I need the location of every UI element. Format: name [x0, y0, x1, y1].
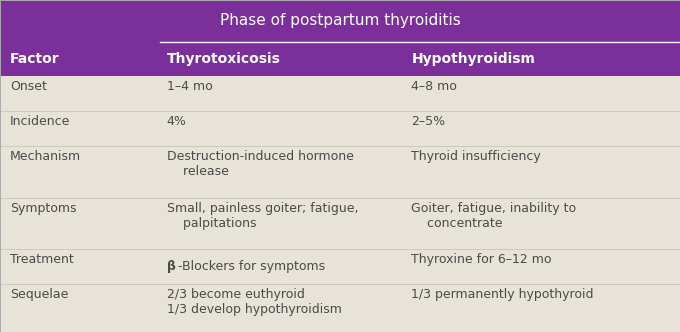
Text: Goiter, fatigue, inability to
    concentrate: Goiter, fatigue, inability to concentrat…	[411, 202, 577, 229]
Text: Factor: Factor	[10, 52, 60, 66]
Text: 1–4 mo: 1–4 mo	[167, 80, 212, 93]
Text: 4%: 4%	[167, 115, 186, 128]
Text: -Blockers for symptoms: -Blockers for symptoms	[178, 260, 325, 273]
Text: β: β	[167, 260, 175, 273]
FancyBboxPatch shape	[0, 0, 680, 42]
Text: Thyrotoxicosis: Thyrotoxicosis	[167, 52, 280, 66]
FancyBboxPatch shape	[0, 76, 680, 111]
Text: Destruction-induced hormone
    release: Destruction-induced hormone release	[167, 150, 354, 178]
Text: Symptoms: Symptoms	[10, 202, 77, 214]
Text: Small, painless goiter; fatigue,
    palpitations: Small, painless goiter; fatigue, palpita…	[167, 202, 358, 229]
Text: 4–8 mo: 4–8 mo	[411, 80, 457, 93]
Text: Sequelae: Sequelae	[10, 288, 69, 301]
Text: Mechanism: Mechanism	[10, 150, 82, 163]
FancyBboxPatch shape	[0, 111, 680, 146]
Text: Incidence: Incidence	[10, 115, 71, 128]
Text: Treatment: Treatment	[10, 253, 74, 266]
Text: 2/3 become euthyroid
1/3 develop hypothyroidism: 2/3 become euthyroid 1/3 develop hypothy…	[167, 288, 341, 316]
Text: Phase of postpartum thyroiditis: Phase of postpartum thyroiditis	[220, 13, 460, 28]
FancyBboxPatch shape	[0, 198, 680, 249]
Text: 1/3 permanently hypothyroid: 1/3 permanently hypothyroid	[411, 288, 594, 301]
Text: Onset: Onset	[10, 80, 47, 93]
FancyBboxPatch shape	[0, 284, 680, 332]
Text: 2–5%: 2–5%	[411, 115, 445, 128]
Text: Hypothyroidism: Hypothyroidism	[411, 52, 535, 66]
Text: Thyroid insufficiency: Thyroid insufficiency	[411, 150, 541, 163]
FancyBboxPatch shape	[0, 42, 680, 76]
FancyBboxPatch shape	[0, 249, 680, 284]
Text: Thyroxine for 6–12 mo: Thyroxine for 6–12 mo	[411, 253, 552, 266]
FancyBboxPatch shape	[0, 146, 680, 198]
